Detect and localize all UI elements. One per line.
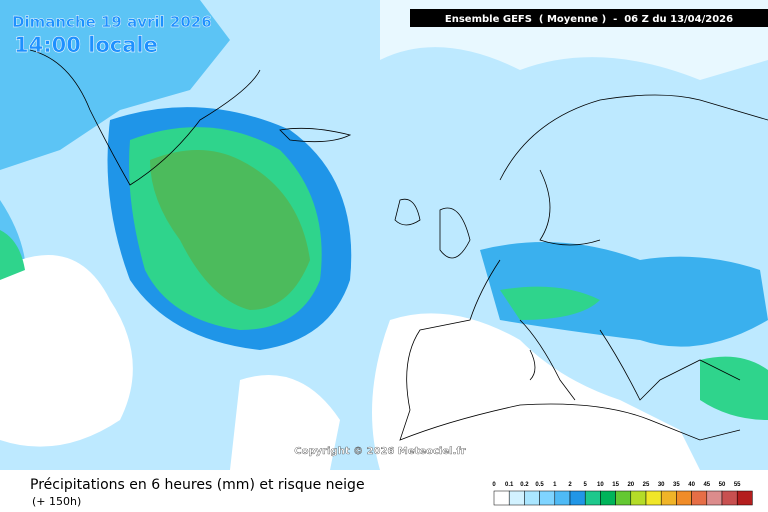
legend-label: 30: [658, 482, 665, 488]
legend-swatch: [569, 490, 586, 506]
legend-label: 2: [568, 482, 572, 488]
legend-swatch: [524, 490, 540, 506]
legend-swatch: [630, 490, 647, 506]
legend-swatch: [691, 490, 708, 506]
legend-swatch: [706, 490, 723, 506]
legend-swatch: [493, 490, 510, 506]
legend-label: 20: [627, 482, 634, 488]
legend-label: 50: [719, 482, 726, 488]
legend-swatch: [508, 490, 525, 506]
legend-label: 35: [673, 482, 680, 488]
legend-label: 1: [553, 482, 557, 488]
map-date: Dimanche 19 avril 2026: [12, 13, 212, 31]
legend-label: 0.2: [520, 482, 529, 488]
legend-swatch: [676, 490, 692, 506]
legend-swatch: [660, 490, 677, 506]
legend-label: 25: [643, 482, 650, 488]
map-time: 14:00 locale: [14, 33, 158, 57]
legend-swatch: [645, 490, 662, 506]
footer-lead: (+ 150h): [32, 495, 81, 508]
coastlines: [29, 49, 768, 441]
legend-swatch: [615, 490, 632, 506]
legend-swatch: [736, 490, 753, 506]
run-info: Ensemble GEFS ( Moyenne ) - 06 Z du 13/0…: [445, 14, 733, 25]
legend-label: 0.1: [505, 482, 514, 488]
legend-label: 40: [688, 482, 695, 488]
legend: 0 0.1 0.2 0.5 1 2 5 10 15 20 25 30 35 40 45 50 55: [492, 482, 753, 506]
legend-label: 10: [597, 482, 604, 488]
run-banner: [410, 9, 768, 27]
legend-swatch: [600, 490, 616, 506]
legend-label: 45: [703, 482, 710, 488]
legend-label: 0: [492, 482, 496, 488]
legend-swatch: [721, 490, 738, 506]
copyright: Copyright © 2026 Meteociel.fr: [294, 446, 465, 457]
legend-label: 15: [612, 482, 619, 488]
legend-label: 5: [584, 482, 588, 488]
footer-title: Précipitations en 6 heures (mm) et risqu…: [30, 477, 365, 493]
legend-swatch: [539, 490, 556, 506]
legend-swatch: [554, 490, 571, 506]
legend-label: 0.5: [535, 482, 544, 488]
legend-label: 55: [734, 482, 741, 488]
legend-swatch: [584, 490, 601, 506]
